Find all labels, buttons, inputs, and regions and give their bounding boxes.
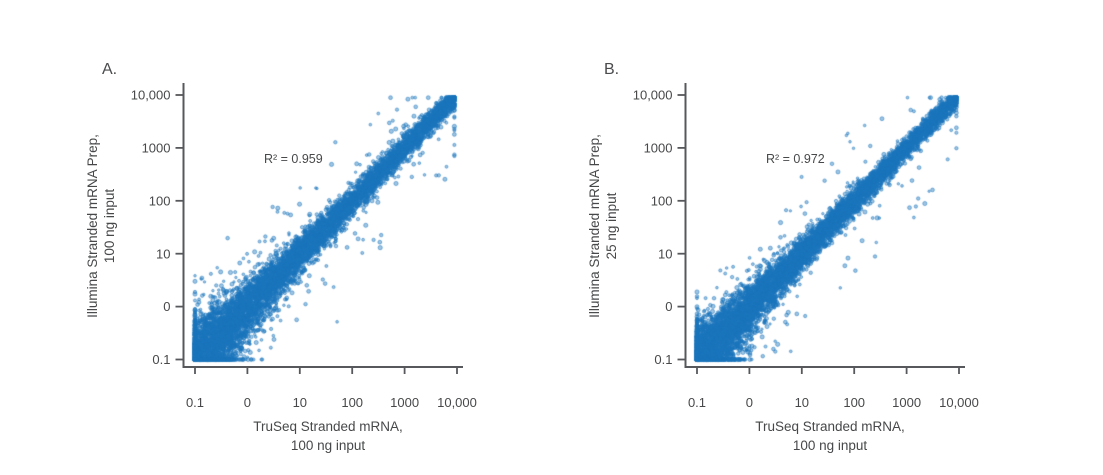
x-axis-label-line2: 100 ng input [291, 438, 366, 453]
x-axis-label-line1: TruSeq Stranded mRNA, [253, 419, 403, 434]
y-tick-label: 0 [665, 299, 672, 314]
y-tick-label: 10 [156, 246, 170, 261]
x-tick-label: 0.1 [688, 395, 706, 410]
scatter-panel-b: B. 0.1 0 10 100 1000 10,000 0.1 0 10 100 1000 10,0… [502, 0, 1053, 475]
y-tick-label: 0.1 [152, 352, 170, 367]
x-tick-label: 100 [341, 395, 363, 410]
y-tick-label: 100 [149, 193, 171, 208]
scatter-points-canvas-a [0, 0, 551, 475]
x-tick-label: 10 [795, 395, 809, 410]
scatter-points-canvas-b [502, 0, 1053, 475]
y-axis-label-line1: Illumina Stranded mRNA Prep, [587, 134, 602, 318]
panel-letter: B. [604, 61, 619, 78]
y-tick-label: 1000 [142, 141, 171, 156]
x-tick-label: 0 [746, 395, 753, 410]
y-ticks: 0.1 0 10 100 1000 10,000 [633, 88, 686, 367]
x-tick-label: 0 [244, 395, 251, 410]
y-tick-label: 0 [163, 299, 170, 314]
r-squared-annotation: R² = 0.959 [264, 152, 323, 166]
y-tick-label: 10,000 [633, 88, 673, 103]
x-tick-label: 0.1 [186, 395, 204, 410]
y-axis-label-line2: 25 ng input [604, 192, 619, 259]
x-tick-label: 10 [293, 395, 307, 410]
y-tick-label: 10 [658, 246, 672, 261]
x-ticks: 0.1 0 10 100 1000 10,000 [186, 367, 477, 410]
x-tick-label: 1000 [892, 395, 921, 410]
x-tick-label: 1000 [390, 395, 419, 410]
axes-svg-a: A. 0.1 0 10 100 1000 10,000 0.1 0 10 100 1000 10,0… [85, 61, 477, 453]
panel-letter: A. [102, 61, 117, 78]
x-tick-label: 100 [843, 395, 865, 410]
y-tick-label: 1000 [644, 141, 673, 156]
x-axis-label-line2: 100 ng input [793, 438, 868, 453]
x-axis-label-line1: TruSeq Stranded mRNA, [755, 419, 905, 434]
y-tick-label: 0.1 [654, 352, 672, 367]
x-tick-label: 10,000 [437, 395, 477, 410]
y-ticks: 0.1 0 10 100 1000 10,000 [131, 88, 184, 367]
x-ticks: 0.1 0 10 100 1000 10,000 [688, 367, 979, 410]
x-tick-label: 10,000 [939, 395, 979, 410]
axes-svg-b: B. 0.1 0 10 100 1000 10,000 0.1 0 10 100 1000 10,0… [587, 61, 979, 453]
scatter-panel-a: A. 0.1 0 10 100 1000 10,000 0.1 0 10 100 1000 10,0… [0, 0, 551, 475]
r-squared-annotation: R² = 0.972 [766, 152, 825, 166]
y-tick-label: 100 [651, 193, 673, 208]
y-tick-label: 10,000 [131, 88, 171, 103]
y-axis-label-line2: 100 ng input [102, 189, 117, 264]
y-axis-label-line1: Illumina Stranded mRNA Prep, [85, 134, 100, 318]
